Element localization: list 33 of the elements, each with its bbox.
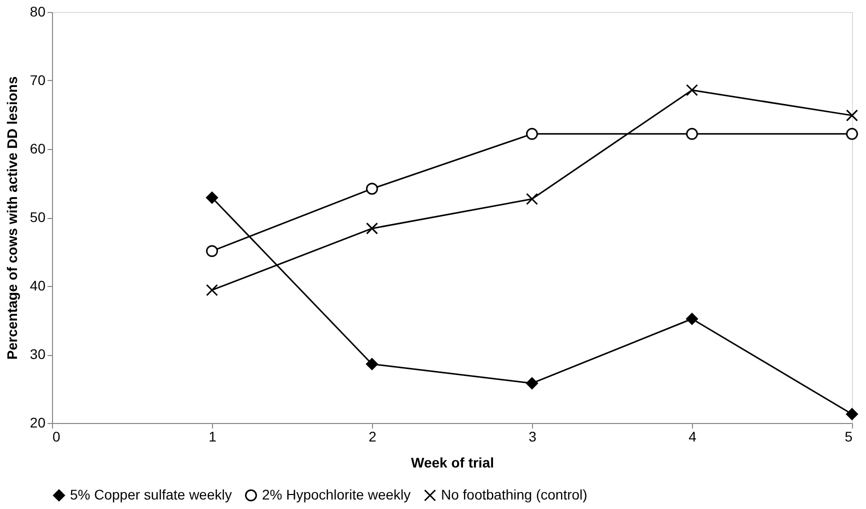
point [686, 312, 698, 325]
legend-label: 5% Copper sulfate weekly [70, 486, 232, 502]
y-axis-title: Percentage of cows with active DD lesions [4, 76, 20, 360]
y-tick-label: 20 [30, 414, 46, 430]
point [846, 109, 858, 122]
point [846, 408, 858, 420]
point [206, 284, 218, 296]
point [526, 377, 538, 390]
legend-label: No footbathing (control) [441, 486, 588, 502]
x-tick-label: 1 [208, 428, 217, 444]
y-tick-label: 80 [30, 4, 46, 20]
y-tick-label: 70 [30, 72, 46, 88]
x-axis-title: Week of trial [411, 454, 494, 470]
legend-label: 2% Hypochlorite weekly [262, 486, 411, 502]
point [526, 128, 538, 140]
y-tick-label: 30 [30, 346, 46, 362]
x-tick-label: 3 [528, 428, 537, 444]
point [206, 192, 218, 204]
point [686, 128, 698, 140]
y-tick-label: 60 [30, 140, 46, 156]
x-tick-label: 4 [688, 428, 697, 444]
point [366, 358, 378, 370]
y-tick-label: 40 [30, 278, 46, 294]
point [526, 193, 538, 205]
point [366, 182, 378, 195]
point [366, 222, 378, 234]
point [206, 245, 218, 258]
x-tick-label: 0 [52, 428, 60, 444]
x-tick-label: 2 [368, 428, 377, 444]
y-tick-label: 50 [30, 209, 46, 225]
point [846, 128, 858, 140]
x-tick-label: 5 [844, 428, 853, 444]
point [686, 84, 698, 96]
